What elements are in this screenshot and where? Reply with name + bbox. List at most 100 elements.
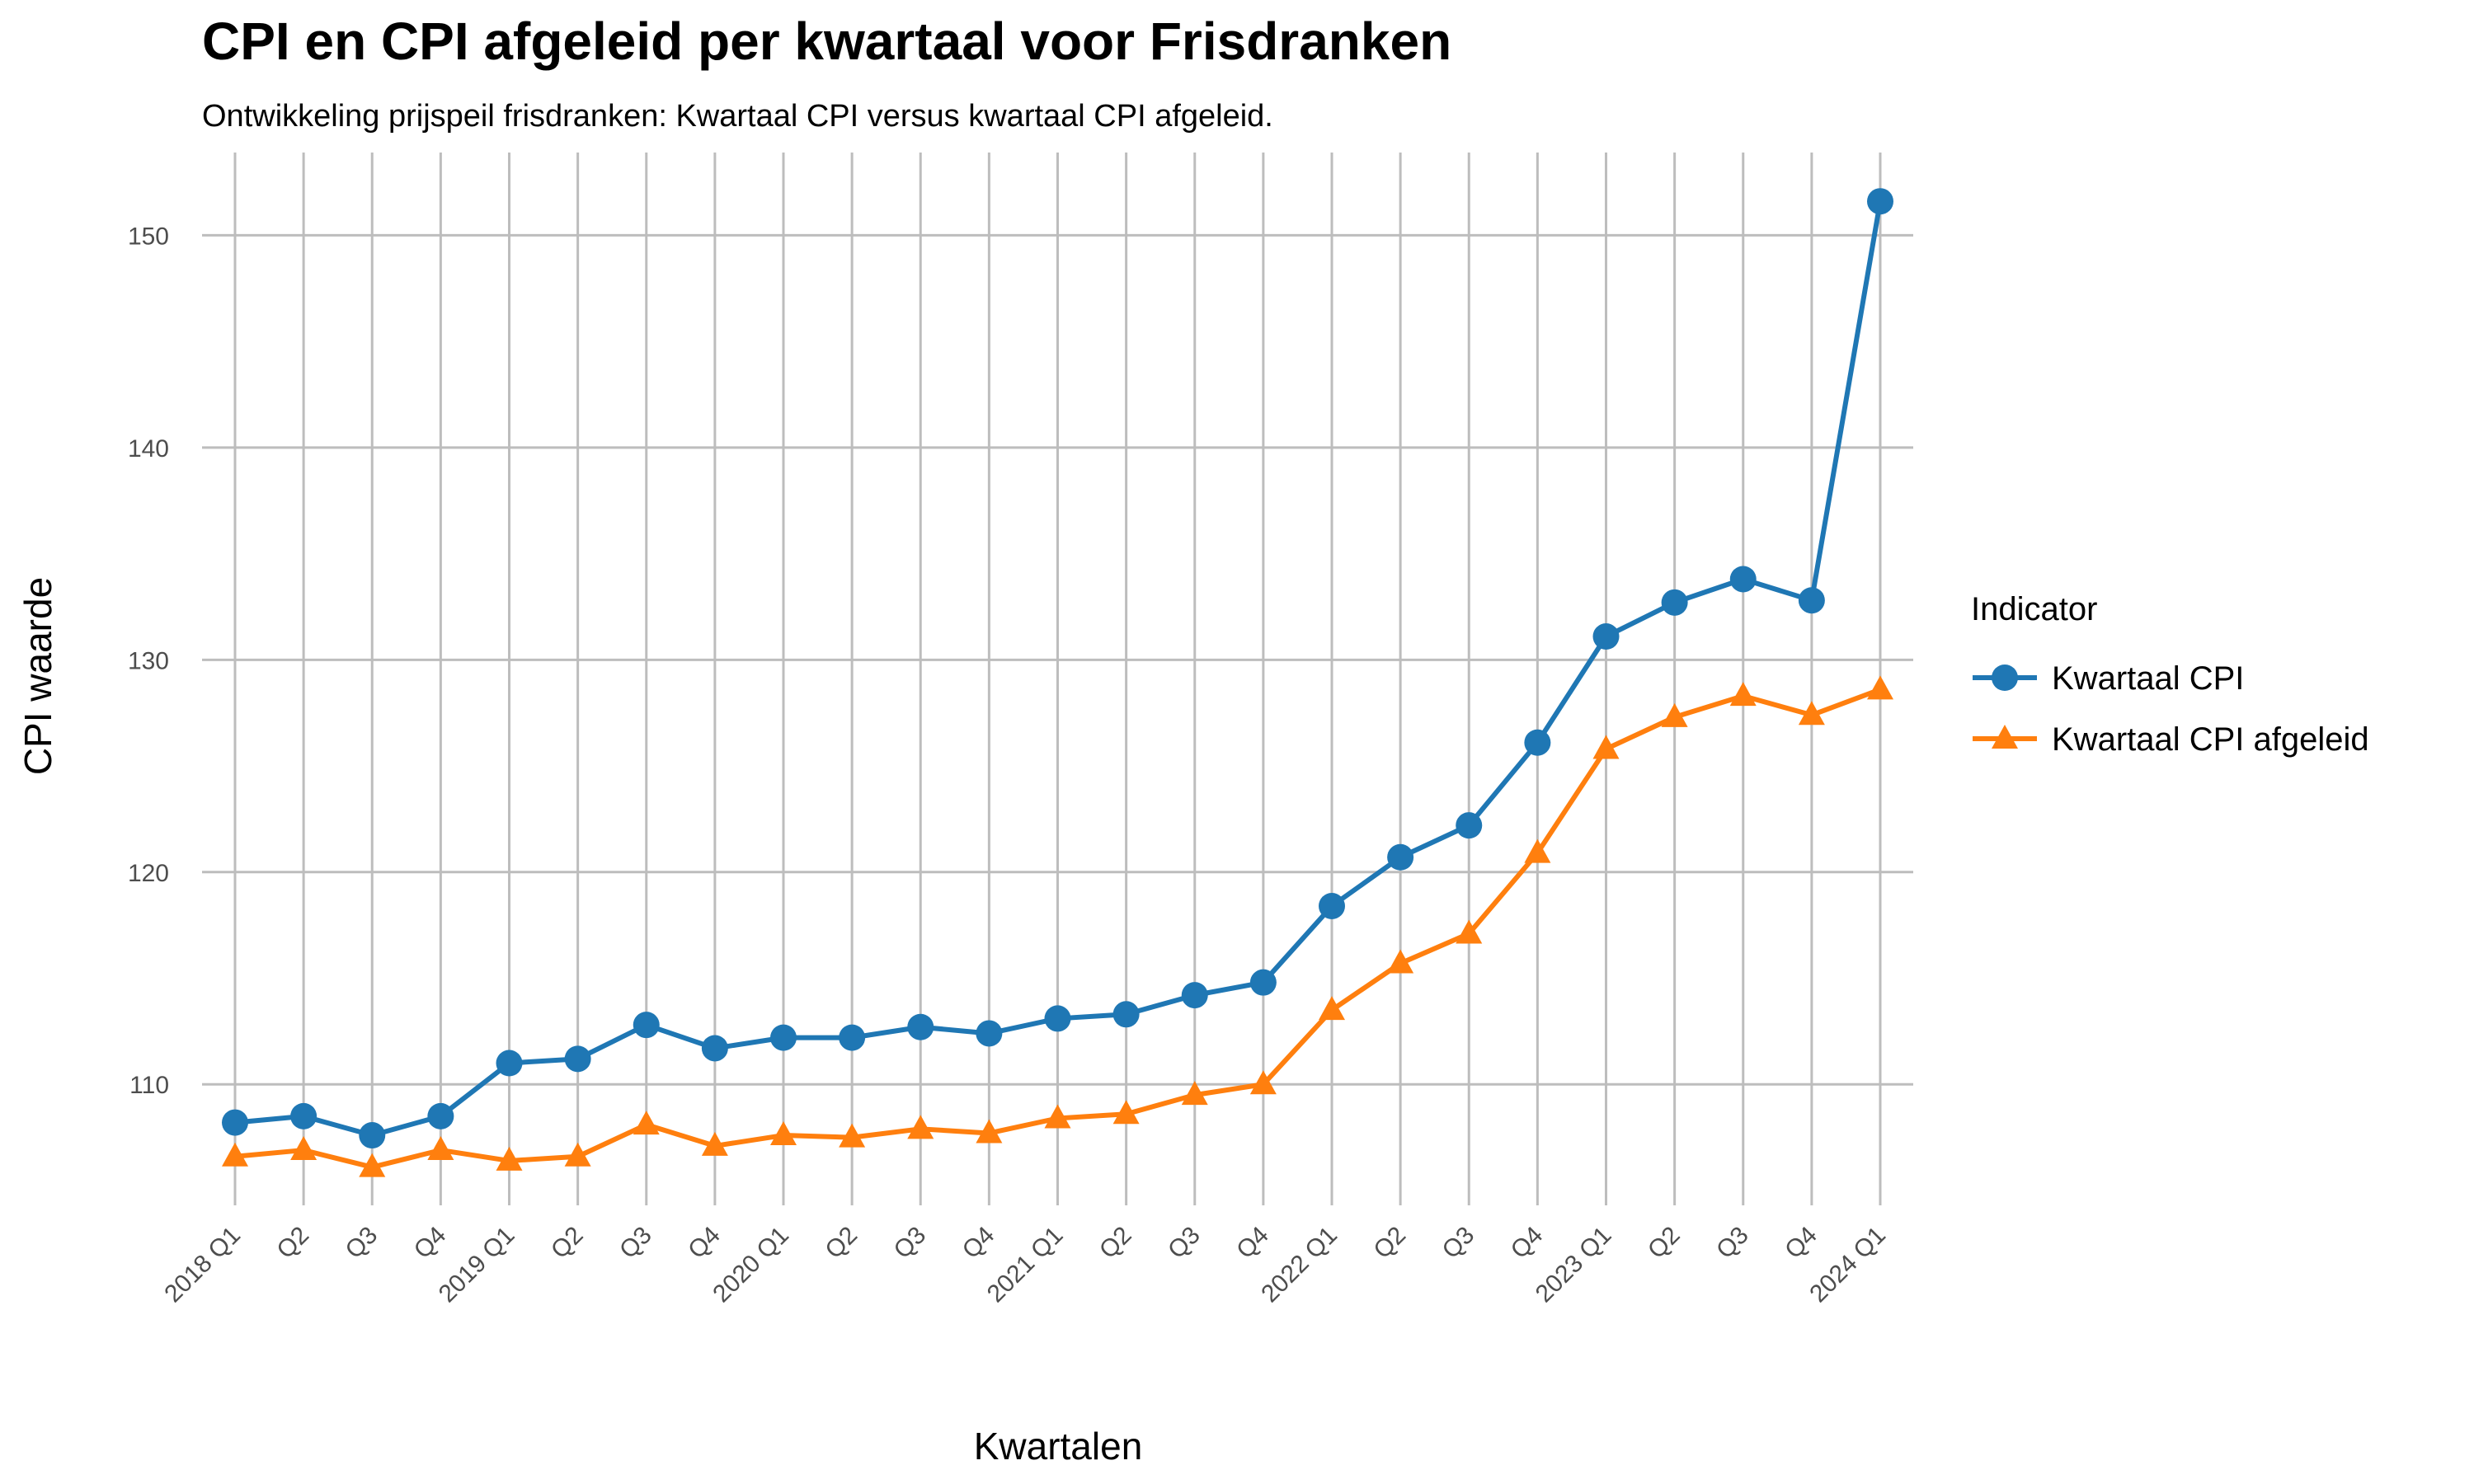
data-point-1-9 (839, 1123, 866, 1148)
data-point-1-8 (770, 1121, 797, 1146)
data-point-1-12 (1044, 1104, 1071, 1129)
x-tick-label-1: Q2 (271, 1222, 314, 1265)
data-point-0-11 (976, 1020, 1003, 1047)
data-point-1-13 (1112, 1100, 1140, 1125)
x-tick-label-22: Q3 (1711, 1222, 1754, 1265)
x-tick-label-17: Q2 (1368, 1222, 1411, 1265)
chart-subtitle: Ontwikkeling prijspeil frisdranken: Kwar… (202, 99, 1273, 134)
data-point-0-6 (633, 1012, 660, 1039)
data-point-1-2 (359, 1153, 386, 1177)
data-point-1-21 (1661, 702, 1688, 727)
series-layer (222, 188, 1893, 1177)
data-point-0-3 (427, 1102, 454, 1129)
data-point-1-17 (1387, 949, 1414, 974)
data-point-0-16 (1319, 892, 1345, 919)
x-tick-label-24: 2024 Q1 (1804, 1222, 1891, 1308)
data-point-0-12 (1044, 1005, 1071, 1032)
series-1 (222, 675, 1893, 1177)
data-point-1-7 (701, 1131, 728, 1156)
chart-title: CPI en CPI afgeleid per kwartaal voor Fr… (202, 12, 1451, 71)
data-point-1-24 (1867, 675, 1893, 700)
data-point-1-16 (1319, 996, 1345, 1021)
x-tick-label-7: Q4 (683, 1222, 726, 1265)
x-tick-label-13: Q2 (1094, 1222, 1137, 1265)
data-point-1-1 (290, 1136, 317, 1161)
data-point-1-0 (222, 1142, 248, 1167)
data-point-1-11 (976, 1119, 1003, 1144)
data-point-0-20 (1592, 623, 1620, 650)
legend-label-1: Kwartaal CPI afgeleid (2052, 721, 2369, 758)
x-tick-label-19: Q4 (1506, 1222, 1549, 1265)
x-tick-label-4: 2019 Q1 (434, 1222, 520, 1308)
x-tick-label-2: Q3 (341, 1222, 383, 1265)
data-point-0-19 (1524, 729, 1551, 756)
legend-items: Kwartaal CPI Kwartaal CPI afgeleid (1973, 660, 2369, 758)
legend-label-0: Kwartaal CPI (2052, 660, 2244, 697)
y-tick-label-130: 130 (128, 647, 169, 674)
data-point-1-22 (1729, 682, 1757, 707)
x-tick-label-15: Q4 (1231, 1222, 1274, 1265)
series-0 (222, 188, 1893, 1149)
data-point-0-15 (1249, 969, 1277, 996)
data-point-1-19 (1524, 838, 1551, 863)
x-tick-label-10: Q3 (889, 1222, 932, 1265)
data-point-1-6 (633, 1111, 660, 1135)
x-tick-label-21: Q2 (1643, 1222, 1686, 1265)
data-point-1-10 (907, 1115, 934, 1139)
x-tick-label-11: Q4 (957, 1222, 1000, 1265)
x-tick-label-20: 2023 Q1 (1531, 1222, 1617, 1308)
data-point-1-3 (427, 1136, 454, 1161)
data-point-0-8 (770, 1024, 797, 1051)
data-point-0-21 (1661, 589, 1688, 616)
x-axis-title: Kwartalen (974, 1425, 1143, 1468)
legend-key-marker-0 (1992, 665, 2018, 691)
legend-item-1: Kwartaal CPI afgeleid (1973, 721, 2369, 758)
x-tick-label-3: Q4 (409, 1222, 452, 1265)
y-axis-title: CPI waarde (16, 577, 59, 775)
x-tick-label-23: Q4 (1780, 1222, 1823, 1265)
x-tick-label-16: 2022 Q1 (1256, 1222, 1343, 1308)
data-point-0-24 (1867, 188, 1893, 215)
x-tick-label-18: Q3 (1437, 1222, 1480, 1265)
data-point-1-15 (1249, 1070, 1277, 1095)
data-point-0-22 (1729, 566, 1757, 593)
x-tick-label-6: Q3 (614, 1222, 657, 1265)
y-tick-label-120: 120 (128, 860, 169, 887)
data-point-0-4 (496, 1050, 523, 1077)
x-tick-label-9: Q2 (820, 1222, 863, 1265)
x-tick-label-5: Q2 (546, 1222, 589, 1265)
data-point-0-0 (222, 1109, 248, 1136)
data-point-1-5 (564, 1142, 591, 1167)
data-point-0-7 (701, 1035, 728, 1062)
data-point-0-14 (1181, 982, 1208, 1009)
y-tick-label-110: 110 (129, 1072, 169, 1099)
x-tick-label-0: 2018 Q1 (159, 1222, 246, 1308)
data-point-0-1 (290, 1102, 317, 1129)
data-point-1-14 (1181, 1081, 1208, 1106)
data-point-1-4 (496, 1146, 523, 1171)
data-point-0-5 (564, 1045, 591, 1073)
legend-key-marker-1 (1992, 725, 2018, 749)
grid (202, 153, 1913, 1205)
x-tick-label-14: Q3 (1163, 1222, 1206, 1265)
legend: Indicator Kwartaal CPI Kwartaal CPI afgel… (1971, 591, 2369, 758)
data-point-1-20 (1592, 735, 1620, 759)
y-tick-label-140: 140 (128, 435, 169, 463)
data-point-0-2 (359, 1122, 386, 1149)
data-point-1-18 (1456, 919, 1483, 944)
legend-title: Indicator (1971, 591, 2097, 627)
x-tick-label-12: 2021 Q1 (982, 1222, 1069, 1308)
y-tick-label-150: 150 (128, 223, 169, 250)
data-point-0-23 (1798, 587, 1825, 614)
data-point-1-23 (1798, 701, 1825, 726)
y-axis-tick-labels: 110 120 130 140 150 (128, 223, 169, 1099)
data-point-0-9 (839, 1024, 866, 1051)
data-point-0-13 (1112, 1001, 1140, 1028)
x-tick-label-8: 2020 Q1 (708, 1222, 794, 1308)
data-point-0-17 (1387, 843, 1414, 871)
data-point-0-18 (1456, 812, 1483, 839)
data-point-0-10 (907, 1013, 934, 1040)
legend-item-0: Kwartaal CPI (1973, 660, 2244, 697)
